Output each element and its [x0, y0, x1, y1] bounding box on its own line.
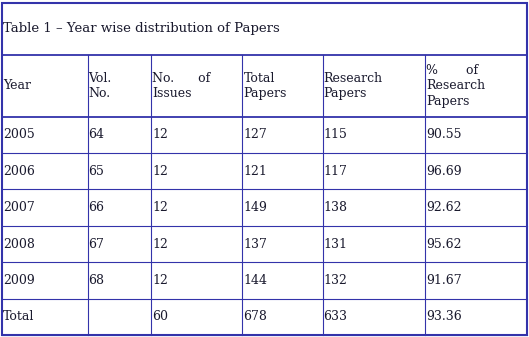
Text: 95.62: 95.62 — [426, 238, 461, 251]
Text: 2005: 2005 — [3, 128, 34, 141]
Text: 115: 115 — [324, 128, 348, 141]
Text: 2009: 2009 — [3, 274, 34, 287]
Text: Year: Year — [3, 79, 31, 92]
Text: 121: 121 — [243, 165, 267, 178]
Text: Table 1 – Year wise distribution of Papers: Table 1 – Year wise distribution of Pape… — [3, 22, 279, 35]
Text: 66: 66 — [88, 201, 105, 214]
Text: 91.67: 91.67 — [426, 274, 461, 287]
Text: 132: 132 — [324, 274, 348, 287]
Text: 67: 67 — [88, 238, 104, 251]
Text: 633: 633 — [324, 310, 348, 324]
Text: 12: 12 — [152, 128, 168, 141]
Text: 138: 138 — [324, 201, 348, 214]
Text: 92.62: 92.62 — [426, 201, 461, 214]
Text: 678: 678 — [243, 310, 267, 324]
Text: Vol.
No.: Vol. No. — [88, 71, 112, 100]
Text: Total: Total — [3, 310, 34, 324]
Text: 93.36: 93.36 — [426, 310, 462, 324]
Text: 127: 127 — [243, 128, 267, 141]
Text: 90.55: 90.55 — [426, 128, 461, 141]
Text: %       of
Research
Papers: % of Research Papers — [426, 64, 485, 108]
Text: 2008: 2008 — [3, 238, 35, 251]
Text: 60: 60 — [152, 310, 168, 324]
Text: 144: 144 — [243, 274, 267, 287]
Text: Research
Papers: Research Papers — [324, 71, 382, 100]
Text: 117: 117 — [324, 165, 348, 178]
Text: 12: 12 — [152, 201, 168, 214]
Text: 2007: 2007 — [3, 201, 34, 214]
Text: No.      of
Issues: No. of Issues — [152, 71, 211, 100]
Text: 131: 131 — [324, 238, 348, 251]
Text: 64: 64 — [88, 128, 105, 141]
Text: Total
Papers: Total Papers — [243, 71, 287, 100]
Text: 65: 65 — [88, 165, 104, 178]
Text: 12: 12 — [152, 274, 168, 287]
Text: 2006: 2006 — [3, 165, 35, 178]
Text: 137: 137 — [243, 238, 267, 251]
Text: 149: 149 — [243, 201, 267, 214]
Text: 68: 68 — [88, 274, 105, 287]
Text: 96.69: 96.69 — [426, 165, 461, 178]
Text: 12: 12 — [152, 238, 168, 251]
Text: 12: 12 — [152, 165, 168, 178]
